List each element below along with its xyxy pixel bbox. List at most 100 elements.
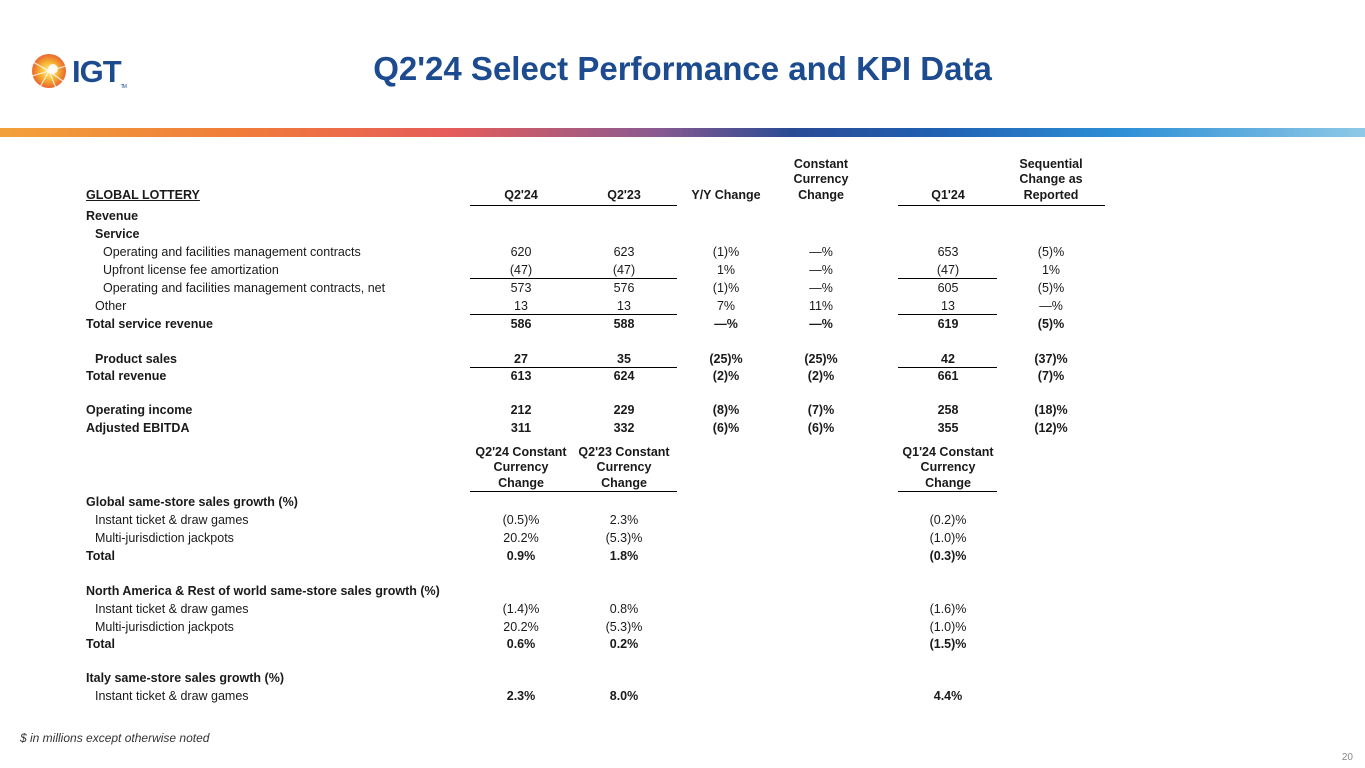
table-cell: 7% (716, 299, 736, 313)
col-header-constant-currency: Constant (793, 156, 849, 171)
table-cell: 624 (613, 369, 635, 383)
table-cell: 613 (510, 369, 532, 383)
table-row-label: Product sales (95, 352, 177, 366)
kpi-header-q124: Change (925, 475, 971, 490)
subtotal-underline (898, 367, 997, 368)
table-cell: (2)% (712, 369, 740, 383)
page-number: 20 (1341, 752, 1353, 763)
col-header-constant-currency: Currency (793, 172, 849, 186)
table-cell: 661 (937, 369, 959, 383)
kpi-row-label: Instant ticket & draw games (95, 689, 249, 703)
table-cell: 355 (937, 421, 959, 435)
table-cell: 605 (937, 281, 959, 295)
kpi-cell: (0.2)% (929, 513, 967, 527)
kpi-row-label: Instant ticket & draw games (95, 602, 249, 616)
table-cell: (47) (612, 263, 636, 277)
kpi-cell: 20.2% (503, 620, 539, 634)
kpi-header-q224: Currency (493, 460, 549, 474)
table-cell: 13 (617, 299, 631, 313)
kpi-cell: 2.3% (609, 513, 639, 527)
table-cell: 1% (1041, 263, 1061, 277)
col-header-yy-change: Y/Y Change (691, 187, 761, 202)
table-cell: (18)% (1034, 403, 1068, 417)
table-cell: (7)% (1037, 369, 1065, 383)
kpi-cell: (1.0)% (929, 620, 967, 634)
header-underline (898, 205, 1105, 206)
kpi-cell: (1.5)% (929, 637, 967, 651)
kpi-cell: 0.6% (506, 637, 536, 651)
table-cell: (5)% (1037, 317, 1065, 331)
table-cell: 573 (510, 281, 532, 295)
table-cell: —% (809, 245, 833, 259)
kpi-header-q124: Q1'24 Constant (902, 444, 994, 459)
kpi-cell: (0.3)% (929, 549, 967, 563)
kpi-cell: 0.9% (506, 549, 536, 563)
kpi-header-q224: Change (498, 475, 544, 490)
table-cell: (37)% (1034, 352, 1068, 366)
kpi-header-underline (898, 491, 997, 492)
table-cell: 653 (937, 245, 959, 259)
table-cell: —% (714, 317, 738, 331)
kpi-header-q224: Q2'24 Constant (475, 444, 567, 459)
table-cell: (12)% (1034, 421, 1068, 435)
kpi-header-q223: Q2'23 Constant (578, 444, 670, 459)
table-cell: 13 (514, 299, 528, 313)
kpi-cell: (1.0)% (929, 531, 967, 545)
table-cell: 212 (510, 403, 532, 417)
kpi-row-label: Instant ticket & draw games (95, 513, 249, 527)
table-cell: (6)% (807, 421, 835, 435)
col-header-sequential: Sequential (1019, 156, 1083, 171)
subtotal-underline (470, 367, 677, 368)
kpi-cell: 0.8% (609, 602, 639, 616)
table-cell: (5)% (1037, 245, 1065, 259)
brand-name-text: IGT (72, 54, 122, 89)
col-header-q224: Q2'24 (504, 187, 538, 202)
table-cell: 620 (510, 245, 532, 259)
kpi-row-label: Total (86, 549, 115, 563)
table-cell: (47) (936, 263, 960, 277)
table-row-label: Operating and facilities management cont… (103, 281, 386, 295)
table-row-label: Total revenue (86, 369, 167, 383)
table-row-label: Other (95, 299, 127, 313)
kpi-row-label: Multi-jurisdiction jackpots (95, 531, 234, 545)
kpi-header-q124: Currency (920, 460, 976, 474)
table-cell: —% (809, 317, 833, 331)
table-row-label: Operating and facilities management cont… (103, 245, 361, 259)
kpi-cell: 0.2% (609, 637, 639, 651)
kpi-cell: (1.6)% (929, 602, 967, 616)
table-row-label: Total service revenue (86, 317, 213, 331)
table-cell: 586 (510, 317, 532, 331)
kpi-cell: 8.0% (609, 689, 639, 703)
kpi-header-underline (470, 491, 677, 492)
table-cell: (1)% (712, 281, 740, 295)
section-label: GLOBAL LOTTERY (86, 187, 200, 202)
kpi-cell: (5.3)% (605, 531, 643, 545)
table-cell: (47) (509, 263, 533, 277)
table-cell: 576 (613, 281, 635, 295)
table-cell: —% (809, 263, 833, 277)
kpi-row-label: Global same-store sales growth (%) (86, 495, 298, 509)
kpi-cell: 4.4% (933, 689, 963, 703)
table-row-label: Service (95, 227, 140, 241)
table-row-label: Revenue (86, 209, 139, 223)
header-underline (470, 205, 677, 206)
table-cell: (25)% (709, 352, 743, 366)
table-row-label: Adjusted EBITDA (86, 421, 190, 435)
kpi-cell: (1.4)% (502, 602, 540, 616)
kpi-row-label: Italy same-store sales growth (%) (86, 671, 284, 685)
table-cell: 1% (716, 263, 736, 277)
col-header-q124: Q1'24 (931, 187, 965, 202)
gradient-divider (0, 128, 1365, 137)
kpi-header-q223: Currency (596, 460, 652, 474)
table-cell: (5)% (1037, 281, 1065, 295)
table-row-label: Operating income (86, 403, 193, 417)
subtotal-underline (898, 314, 997, 315)
table-cell: (8)% (712, 403, 740, 417)
col-header-sequential: Reported (1023, 187, 1079, 202)
table-cell: —% (809, 281, 833, 295)
kpi-cell: (5.3)% (605, 620, 643, 634)
table-cell: 229 (613, 403, 635, 417)
kpi-row-label: North America & Rest of world same-store… (86, 584, 440, 598)
table-cell: 42 (941, 352, 955, 366)
